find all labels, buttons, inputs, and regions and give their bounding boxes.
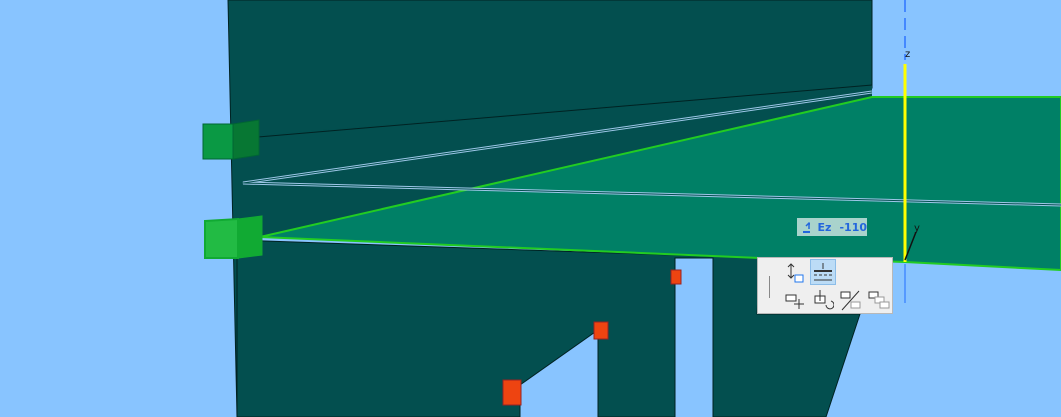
z-axis-label: z [905, 49, 910, 60]
multiply-icon [868, 291, 890, 309]
elevation-badge: Ez -110 [797, 218, 867, 236]
palette-separator [769, 276, 770, 298]
hotspot-cube-upper[interactable] [202, 119, 260, 160]
mirror-button[interactable] [838, 287, 864, 313]
elevation-value: -110 [839, 220, 867, 234]
hotspot-cube-lower[interactable] [204, 215, 263, 259]
spacer [758, 287, 784, 313]
red-hotspot[interactable] [502, 379, 522, 406]
multiply-button[interactable] [866, 287, 892, 313]
rotate-button[interactable] [810, 287, 836, 313]
red-hotspot[interactable] [670, 269, 682, 285]
lower-wall[interactable] [236, 239, 861, 417]
wall-upper-face[interactable] [237, 85, 872, 240]
elevate-icon [814, 263, 832, 281]
rotate-icon [814, 290, 834, 310]
reference-line-inner [242, 91, 1061, 206]
drag-button[interactable] [782, 287, 808, 313]
y-axis [904, 231, 917, 261]
move-rotate-options-button[interactable] [780, 260, 806, 286]
elevation-label: Ez [817, 220, 832, 234]
drag-icon [785, 294, 804, 309]
wall-top-edge [257, 84, 873, 138]
pet-palette [757, 257, 893, 314]
elevate-button[interactable] [810, 259, 836, 285]
move-rotate-icon [787, 263, 804, 283]
y-axis-label: y [914, 223, 920, 234]
elevation-icon [803, 221, 810, 233]
red-hotspot[interactable] [593, 321, 609, 340]
mirror-icon [840, 290, 861, 311]
